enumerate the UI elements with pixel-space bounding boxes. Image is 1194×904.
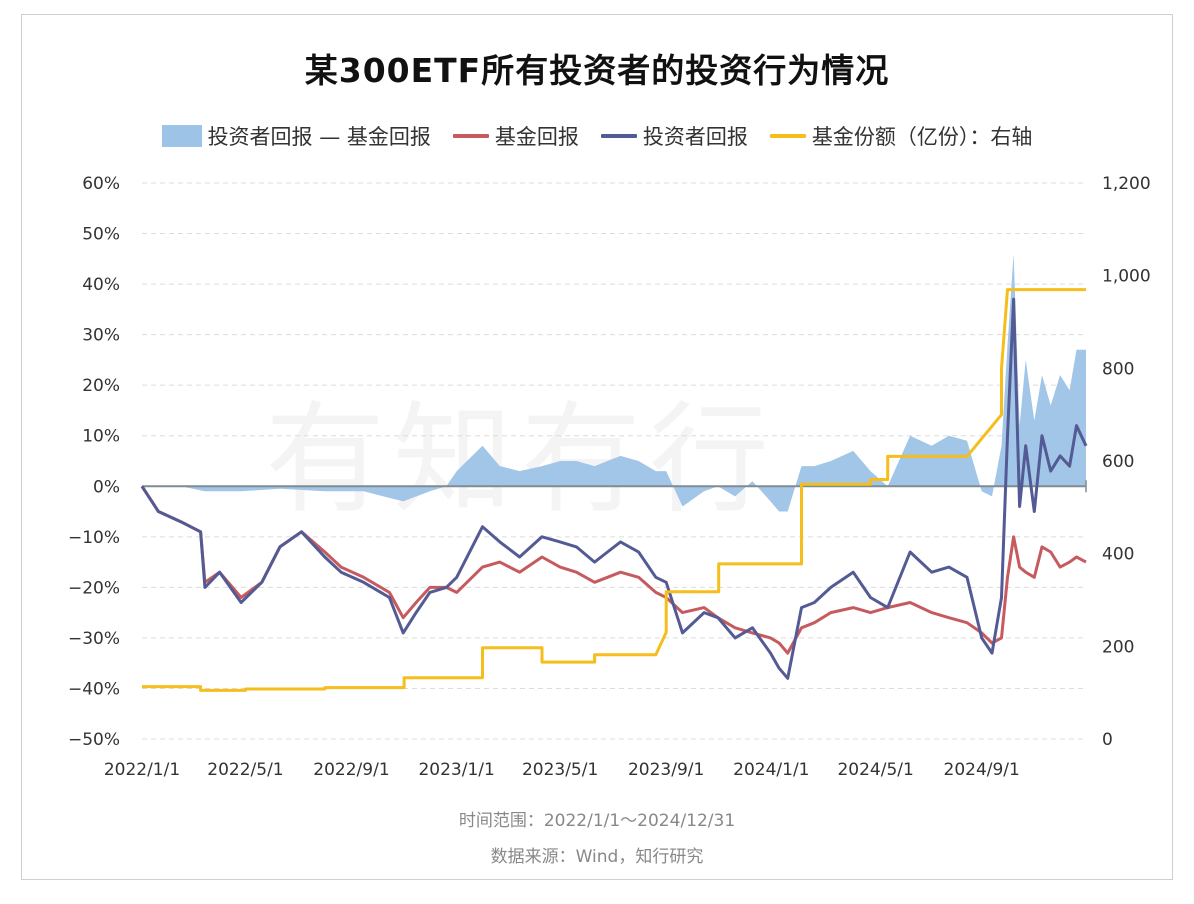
y-left-tick-label: 10% (82, 427, 120, 447)
series-lines (140, 288, 1088, 692)
y-right-tick-label: 200 (1102, 637, 1134, 657)
y-left-tick-label: −10% (68, 528, 120, 548)
x-tick-label: 2023/9/1 (628, 760, 704, 780)
y-right-tick-label: 0 (1102, 730, 1113, 750)
x-tick-label: 2022/1/1 (104, 760, 180, 780)
x-tick-label: 2022/5/1 (207, 760, 283, 780)
y-left-tick-label: 0% (93, 477, 120, 497)
y-right-tick-label: 600 (1102, 452, 1134, 472)
footer-time-range: 时间范围：2022/1/1～2024/12/31 (458, 811, 736, 831)
y-left-tick-label: 30% (82, 326, 120, 346)
legend-label: 投资者回报 — 基金回报 (207, 125, 431, 149)
footer-source: 数据来源：Wind，知行研究 (490, 847, 704, 867)
excess-return-area (142, 253, 1087, 512)
legend-item-excess-return: 投资者回报 — 基金回报 (161, 121, 431, 151)
x-tick-label: 2022/9/1 (313, 760, 389, 780)
legend-swatch-line (452, 134, 489, 138)
y-left-tick-label: 50% (82, 225, 120, 245)
y-right-tick-label: 1,200 (1102, 174, 1151, 194)
y-left-tick-label: −40% (68, 679, 120, 699)
x-tick-label: 2023/1/1 (418, 760, 494, 780)
excess-return-area-path (142, 253, 1086, 512)
y-left-tick-label: −20% (68, 578, 120, 598)
watermark: 有知有行 (265, 362, 777, 536)
y-right-tick-label: 400 (1102, 545, 1134, 565)
legend-item-fund-return: 基金回报 (452, 121, 579, 151)
chart-title: 某300ETF所有投资者的投资行为情况 (304, 51, 890, 90)
x-tick-label: 2024/1/1 (733, 760, 809, 780)
fund-shares-line (142, 288, 1086, 692)
legend-label: 投资者回报 (642, 125, 748, 149)
x-tick-labels: 2022/1/1 2022/5/1 2022/9/1 2023/1/1 2023/5/1… (104, 760, 1020, 780)
y-left-tick-label: −30% (68, 629, 120, 649)
chart-legend: 投资者回报 — 基金回报 基金回报 投资者回报 基金份额（亿份）：右轴 (0, 120, 1194, 152)
y-right-tick-labels: 1,200 1,000 800 600 400 200 0 (1102, 174, 1151, 750)
legend-label: 基金份额（亿份）：右轴 (811, 125, 1033, 149)
y-left-tick-labels: 60% 50% 40% 30% 20% 10% 0% −10% −20% −30% −40% −50% (68, 174, 120, 750)
legend-item-investor-return: 投资者回报 (600, 121, 748, 151)
x-tick-label: 2023/5/1 (522, 760, 598, 780)
y-right-tick-label: 1,000 (1102, 267, 1151, 287)
y-left-tick-label: 60% (82, 174, 120, 194)
legend-swatch-area (161, 125, 202, 147)
legend-item-fund-shares: 基金份额（亿份）：右轴 (769, 121, 1033, 151)
x-tick-label: 2024/5/1 (837, 760, 913, 780)
y-left-tick-label: 40% (82, 275, 120, 295)
grid-lines (142, 182, 1086, 740)
x-tick-label: 2024/9/1 (944, 760, 1020, 780)
legend-swatch-line (600, 134, 637, 138)
investor-return-line (140, 297, 1088, 680)
y-left-tick-label: 20% (82, 376, 120, 396)
fund-return-line (140, 485, 1087, 655)
chart-frame (21, 14, 1173, 880)
y-right-tick-label: 800 (1102, 359, 1134, 379)
legend-swatch-line (769, 134, 806, 138)
y-left-tick-label: −50% (68, 730, 120, 750)
legend-label: 基金回报 (494, 125, 579, 149)
